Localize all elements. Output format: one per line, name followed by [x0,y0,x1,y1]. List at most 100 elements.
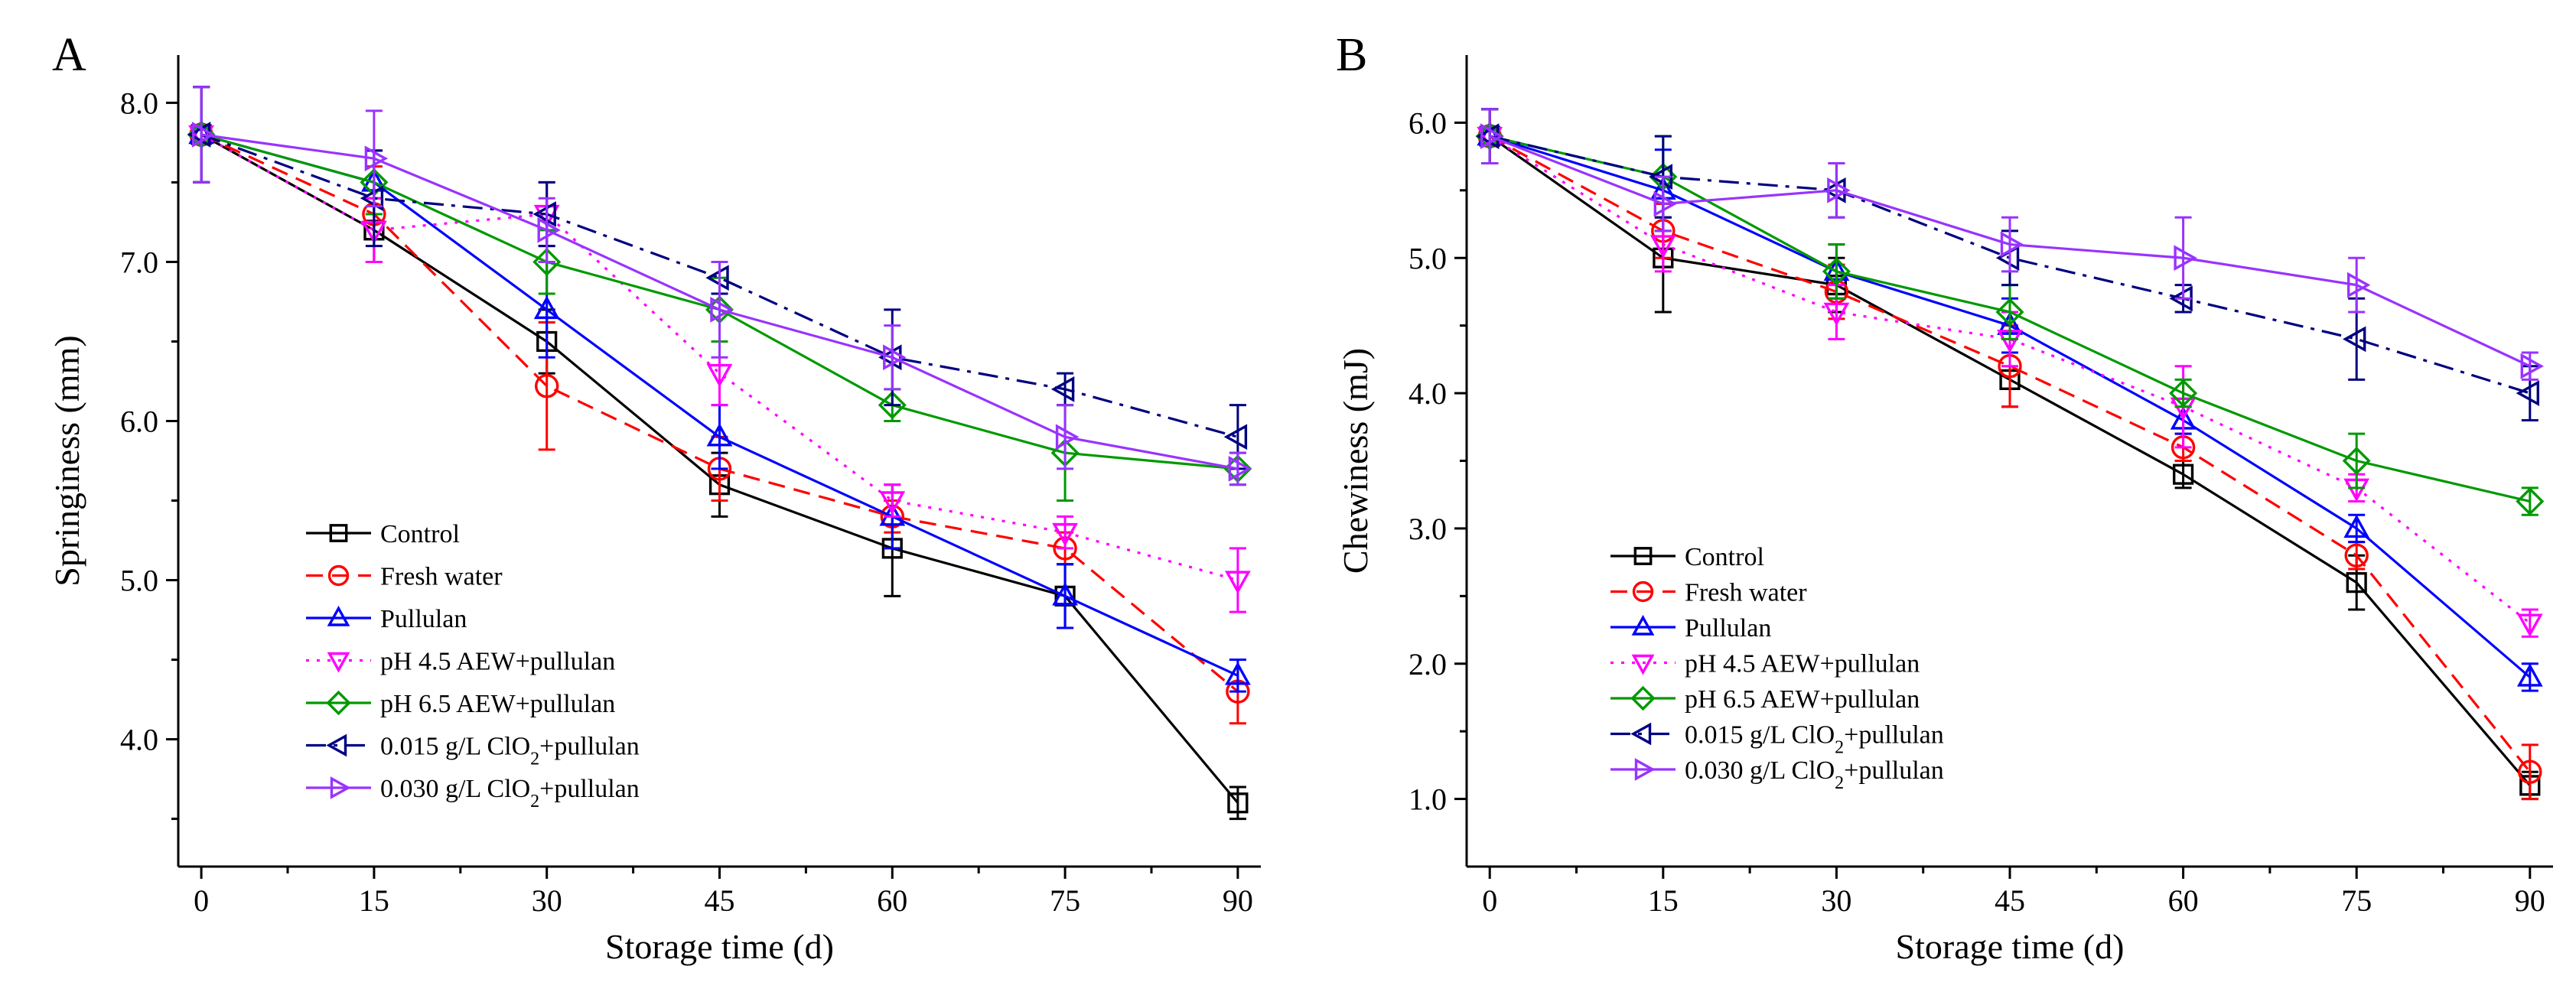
legend-item: pH 6.5 AEW+pullulan [1610,685,1920,714]
data-point [2516,380,2539,406]
data-point [1225,662,1251,685]
legend-marker [1630,722,1652,746]
data-point [2000,231,2024,258]
legend-item: Control [306,520,460,548]
data-point [1052,582,1078,606]
x-tick-label: 15 [359,883,389,918]
data-point [883,344,907,371]
legend-label-tail: +pullulan [1844,721,1944,750]
legend-marker [330,776,351,799]
data-point [2516,487,2545,516]
data-point [1827,177,1851,203]
x-tick-label: 60 [2168,883,2199,918]
legend-label-main: 0.030 g/L ClO [1685,756,1835,785]
legend-item: pH 4.5 AEW+pullulan [1610,650,1920,678]
y-tick-label: 5.0 [1408,241,1447,275]
data-point [1223,424,1248,450]
legend-label-sub: 2 [1835,738,1844,758]
data-point [2346,572,2367,594]
data-point [364,145,389,172]
y-axis-title: Springiness (mm) [47,335,86,586]
y-tick-label: 6.0 [1408,106,1447,140]
x-tick-label: 45 [1995,883,2025,918]
panel-label: A [52,29,86,81]
data-point [1653,190,1678,217]
data-point [2342,446,2371,476]
y-tick-label: 4.0 [120,723,158,757]
legend-label: 0.030 g/L ClO2+pullulan [1685,756,1944,793]
data-point [2516,613,2543,637]
data-point [1050,376,1075,402]
x-tick-label: 0 [1482,883,1497,918]
data-point [2169,379,2198,408]
legend-marker [1630,685,1656,711]
y-axis-title: Chewiness (mJ) [1336,348,1375,574]
chart-panel-b: B 0 15 30 45 60 75 90 1.0 2.0 3.0 4.0 5.0 6.0 Storage … [1336,29,2553,966]
legend-marker [327,652,350,673]
series-1 [1477,108,2542,801]
legend-label: pH 6.5 AEW+pullulan [380,690,615,718]
legend-marker [1632,581,1654,603]
data-point [1225,571,1251,594]
series-5 [1476,108,2539,421]
data-point [1823,302,1850,327]
legend-item: pH 4.5 AEW+pullulan [306,648,615,676]
x-tick-label: 60 [877,883,907,918]
y-tick-label: 2.0 [1408,647,1447,681]
y-tick-label: 1.0 [1408,782,1447,817]
data-point [705,265,729,291]
legend-marker [1631,614,1655,636]
x-axis-title: Storage time (d) [605,927,834,966]
legend-label-sub: 2 [1835,773,1844,793]
series-6 [191,86,1252,486]
legend-label: Pullulan [1685,614,1771,642]
legend-label-tail: +pullulan [539,775,640,803]
data-point [360,185,384,212]
legend-label: pH 6.5 AEW+pullulan [1685,685,1920,714]
legend-label-main: 0.030 g/L ClO [380,775,530,803]
data-point [535,374,559,398]
x-tick-label: 15 [1648,883,1679,918]
data-point [878,344,902,371]
data-point [2344,543,2369,568]
series-6 [1480,108,2544,381]
data-point [2342,326,2366,353]
legend-marker [327,605,350,626]
y-tick-label: 4.0 [1408,376,1447,411]
legend-label: Control [1685,543,1764,571]
data-point [706,423,733,447]
legend-marker [329,524,348,542]
legend-label-tail: +pullulan [539,733,640,761]
legend-label-sub: 2 [530,792,539,811]
legend-marker [327,564,350,587]
legend-label-main: 0.015 g/L ClO [1685,721,1835,750]
legend: Control Fresh water Pullulan pH 4.5 AEW+pul… [306,520,640,811]
legend-label-tail: +pullulan [1844,756,1944,785]
legend-label-main: 0.015 g/L ClO [380,733,530,761]
series-4 [1475,108,2545,516]
x-tick-label: 30 [532,883,562,918]
data-point [1480,123,1504,149]
data-point [2346,272,2371,298]
x-tick-label: 0 [194,883,209,918]
legend: Control Fresh water Pullulan pH 4.5 AEW+pul… [1610,543,1944,793]
data-point [879,502,906,526]
x-tick-label: 45 [705,883,735,918]
data-point [2174,245,2197,272]
legend-marker [326,733,347,757]
legend-label: 0.030 g/L ClO2+pullulan [380,775,640,811]
legend-label: 0.015 g/L ClO2+pullulan [1685,721,1944,758]
y-tick-label: 7.0 [120,245,158,279]
data-point [1476,123,1500,149]
legend-label: Control [380,520,460,548]
data-point [1055,424,1080,450]
data-point [1649,235,1676,259]
data-point [710,296,734,323]
x-tick-label: 30 [1821,883,1851,918]
legend-item: 0.030 g/L ClO2+pullulan [1610,756,1944,793]
data-point [1228,456,1252,482]
data-point [1822,177,1846,203]
data-point [2518,759,2542,784]
legend-marker [1631,654,1655,675]
legend-item: pH 6.5 AEW+pullulan [306,690,615,718]
